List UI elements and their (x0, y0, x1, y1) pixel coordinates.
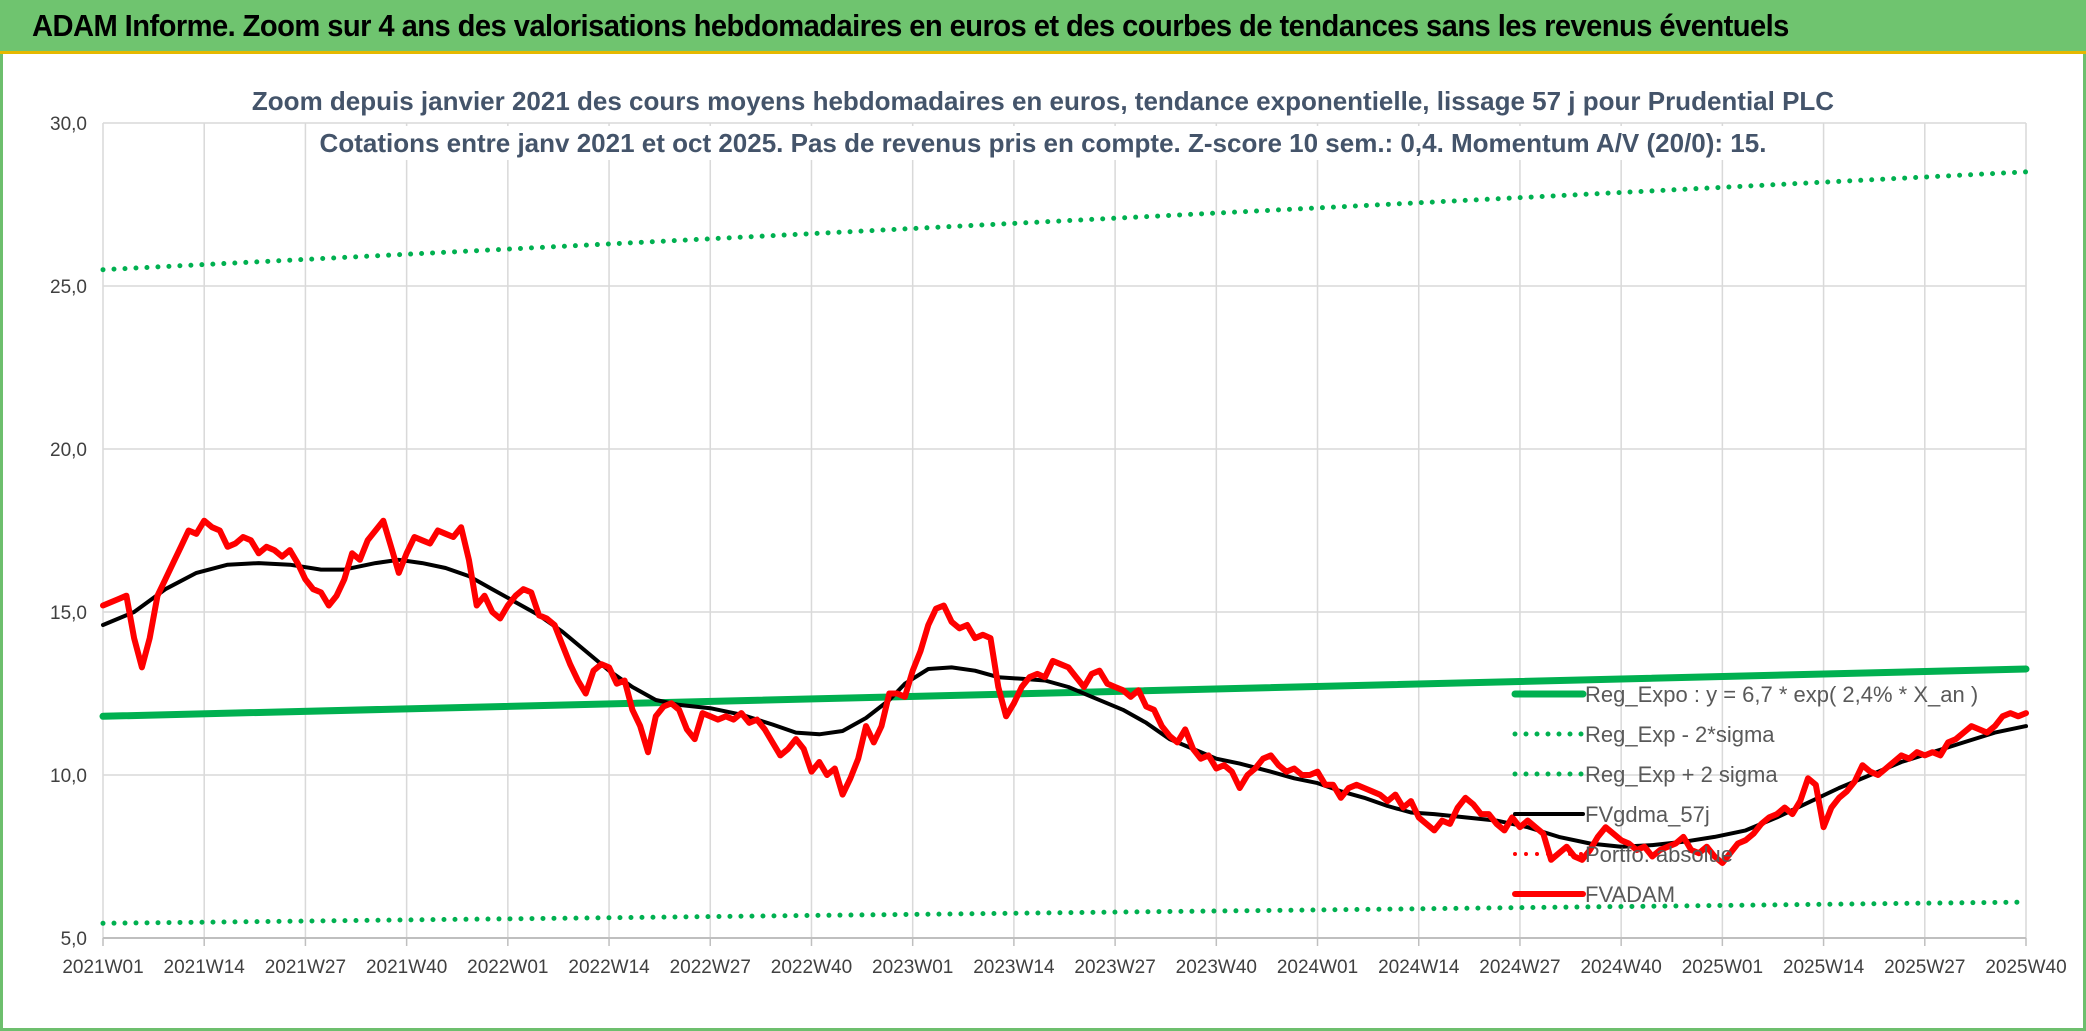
series-fvgdma-57j (101, 557, 2028, 849)
x-tick-label: 2022W27 (670, 957, 751, 978)
chart-gridlines (102, 122, 2027, 946)
x-tick-label: 2024W14 (1378, 957, 1460, 978)
x-tick-label: 2023W40 (1176, 957, 1257, 978)
x-tick-label: 2022W01 (467, 957, 548, 978)
x-tick-label: 2021W01 (62, 957, 143, 978)
x-tick-label: 2023W01 (872, 957, 953, 978)
legend-label: Reg_Exp - 2*sigma (1585, 722, 1775, 747)
y-tick-label: 25,0 (50, 277, 87, 298)
y-tick-label: 15,0 (50, 603, 87, 624)
chart-legend: Reg_Expo : y = 6,7 * exp( 2,4% * X_an ) R… (1511, 682, 1978, 907)
series-reg-exp-2-sigma (100, 169, 2029, 273)
y-tick-label: 5,0 (61, 929, 87, 950)
x-tick-label: 2023W14 (973, 957, 1055, 978)
legend-label: FVgdma_57j (1585, 802, 1710, 827)
x-tick-label: 2024W27 (1479, 957, 1560, 978)
chart-title-background (243, 84, 1843, 118)
x-tick-label: 2024W01 (1277, 957, 1358, 978)
x-tick-label: 2025W40 (1985, 957, 2066, 978)
series-reg-exp-2-sigma (100, 899, 2029, 926)
x-tick-label: 2021W40 (366, 957, 447, 978)
y-tick-label: 20,0 (50, 440, 87, 461)
x-tick-label: 2025W01 (1682, 957, 1763, 978)
x-axis-tick-labels: 2021W01 2021W14 2021W27 2021W40 2022W01 2022W… (62, 957, 2066, 978)
x-tick-label: 2025W27 (1884, 957, 1965, 978)
chart-series (99, 169, 2030, 926)
chart-title: Zoom depuis janvier 2021 des cours moyen… (243, 84, 1843, 160)
chart-title-line: Zoom depuis janvier 2021 des cours moyen… (252, 86, 1834, 116)
series-reg-expo-y-6-7-exp-2-4-x-an (99, 665, 2030, 720)
x-tick-label: 2022W14 (568, 957, 650, 978)
legend-label: Reg_Expo : y = 6,7 * exp( 2,4% * X_an ) (1585, 682, 1978, 707)
x-tick-label: 2021W27 (265, 957, 346, 978)
series-fvadam (100, 517, 2029, 866)
y-tick-label: 10,0 (50, 766, 87, 787)
banner-title: ADAM Informe. Zoom sur 4 ans des valoris… (32, 8, 1789, 43)
legend-label: Portfo. absolue (1585, 842, 1733, 867)
x-tick-label: 2022W40 (771, 957, 852, 978)
x-tick-label: 2023W27 (1074, 957, 1155, 978)
y-tick-label: 30,0 (50, 114, 87, 135)
banner: ADAM Informe. Zoom sur 4 ans des valoris… (0, 0, 2086, 54)
legend-label: Reg_Exp + 2 sigma (1585, 762, 1778, 787)
chart-title-background (311, 126, 1775, 160)
chart-title-line: Cotations entre janv 2021 et oct 2025. P… (320, 128, 1767, 158)
y-axis-tick-labels: 5,0 10,0 15,0 20,0 25,0 30,0 (50, 114, 87, 950)
legend-label: FVADAM (1585, 882, 1675, 907)
x-tick-label: 2025W14 (1783, 957, 1865, 978)
x-tick-label: 2021W14 (164, 957, 246, 978)
x-tick-label: 2024W40 (1580, 957, 1661, 978)
